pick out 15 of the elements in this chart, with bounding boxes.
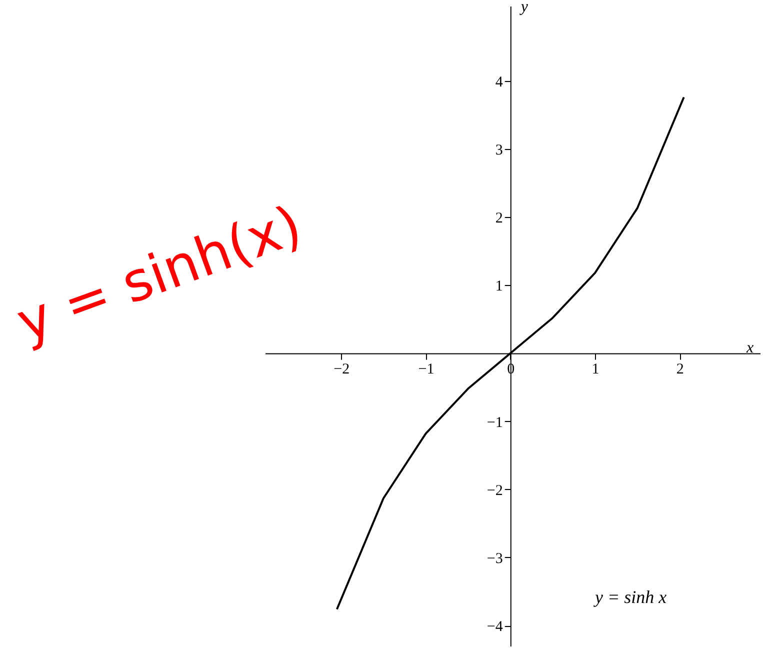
y-tick-label: 2 (495, 210, 503, 227)
x-tick-label: 2 (676, 362, 684, 378)
y-tick-label: 3 (495, 142, 503, 158)
y-tick-label: −4 (486, 619, 504, 636)
annotation: y = sinh x (593, 587, 667, 607)
y-tick-label: 4 (495, 74, 504, 90)
y-tick-label: 1 (495, 278, 503, 295)
y-axis-title: y (518, 0, 529, 16)
x-tick-label: 1 (592, 362, 600, 378)
y-tick-label: −3 (486, 550, 503, 567)
x-axis-title: x (746, 340, 754, 357)
x-tick-label: −2 (334, 362, 350, 378)
y-tick-label: −1 (486, 414, 503, 431)
y-tick-label: −2 (486, 482, 503, 499)
x-tick-label: −1 (418, 362, 434, 378)
